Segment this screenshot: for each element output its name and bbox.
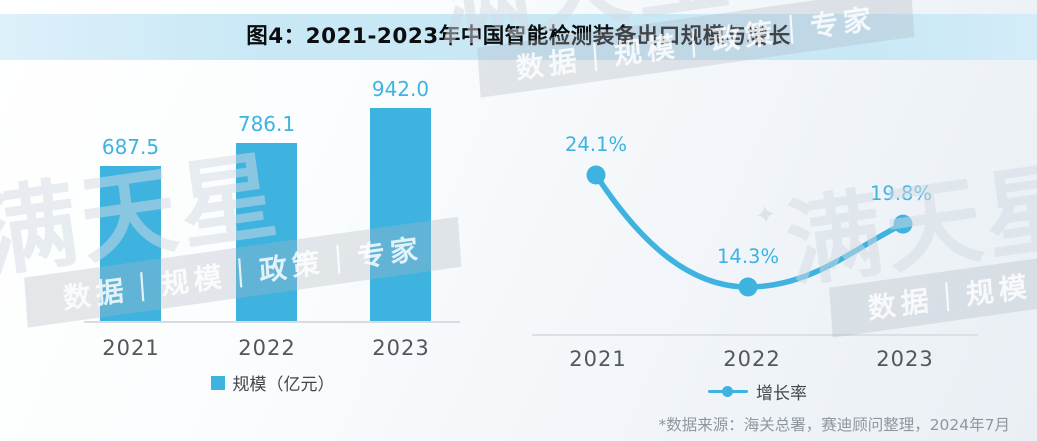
- x-axis-label-2021: 2021: [102, 336, 160, 360]
- point-2022: [738, 277, 758, 297]
- bar-value-2022: 786.1: [237, 112, 296, 136]
- bar-value-2021: 687.5: [101, 135, 160, 159]
- legend-scale: 规模（亿元）: [85, 370, 460, 395]
- pct-label-2023: 19.8%: [870, 182, 932, 206]
- growth-line: [593, 172, 906, 290]
- x-axis-label-right-2021: 2021: [569, 347, 627, 371]
- point-2021: [586, 165, 606, 185]
- x-axis-baseline-left: [84, 321, 460, 323]
- growth-line-plot: [586, 165, 913, 297]
- source-note: *数据来源：海关总署，赛迪顾问整理，2024年7月: [658, 416, 1010, 434]
- point-2023: [893, 214, 913, 234]
- x-axis-label-right-2022: 2022: [723, 347, 781, 371]
- legend-scale-label: 规模（亿元）: [232, 375, 335, 395]
- pct-label-2022: 14.3%: [717, 245, 779, 268]
- bar-2023: [370, 108, 431, 322]
- x-axis-label-2023: 2023: [372, 336, 430, 360]
- x-axis-label-right-2023: 2023: [876, 347, 934, 371]
- legend-growth: 增长率: [530, 379, 985, 404]
- line-dot-icon: [708, 385, 748, 397]
- legend-growth-label: 增长率: [756, 384, 807, 404]
- pct-label-2021: 24.1%: [565, 133, 627, 156]
- bar-2021: [100, 166, 161, 322]
- bar-value-2023: 942.0: [371, 77, 430, 101]
- title-band: 图4：2021-2023年中国智能检测装备出口规模与增长: [0, 14, 1037, 60]
- x-axis-baseline-right: [532, 334, 978, 336]
- bar-2022: [236, 143, 297, 322]
- figure-title: 图4：2021-2023年中国智能检测装备出口规模与增长: [246, 24, 791, 49]
- bar-swatch-icon: [210, 375, 225, 390]
- x-axis-label-2022: 2022: [238, 336, 296, 360]
